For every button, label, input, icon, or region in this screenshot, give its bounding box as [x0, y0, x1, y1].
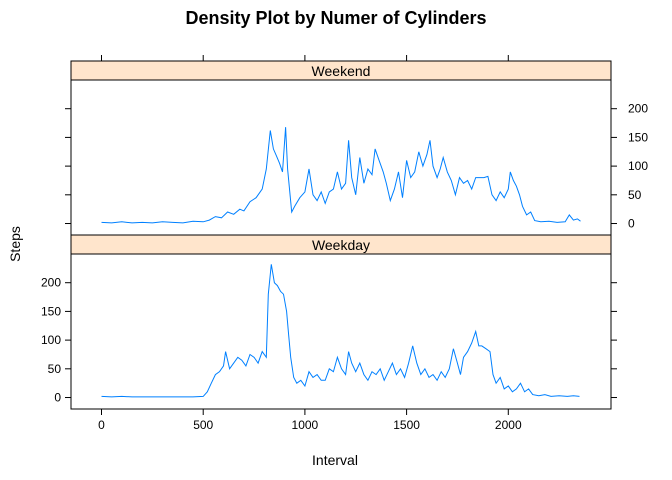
y-axis-label: Steps: [7, 226, 23, 262]
x-tick-label: 500: [193, 418, 213, 432]
x-axis-label: Interval: [312, 452, 358, 468]
y-tick-label-weekday: 100: [41, 333, 61, 347]
y-tick-label-weekday: 200: [41, 276, 61, 290]
strip-label-weekday: Weekday: [312, 237, 370, 253]
series-line-weekday: [101, 264, 580, 398]
y-tick-label-weekend: 200: [628, 102, 648, 116]
panel-weekday: Weekday: [70, 234, 612, 410]
y-tick-label-weekday: 50: [48, 362, 62, 376]
y-tick-label-weekend: 150: [628, 130, 648, 144]
strip-label-weekend: Weekend: [312, 63, 371, 79]
series-line-weekend: [101, 127, 581, 224]
y-tick-label-weekend: 100: [628, 159, 648, 173]
panel-frame-weekend: [70, 79, 612, 236]
y-tick-label-weekday: 0: [54, 391, 61, 405]
chart-title: Density Plot by Numer of Cylinders: [185, 8, 486, 28]
x-tick-label: 0: [98, 418, 105, 432]
x-tick-label: 2000: [495, 418, 522, 432]
y-tick-label-weekday: 150: [41, 304, 61, 318]
y-tick-label-weekend: 50: [628, 188, 642, 202]
axis-ticks: 0 500 1000 1500 2000 0 0 50 50 100 100 150 150 200 200: [41, 55, 648, 432]
y-tick-label-weekend: 0: [628, 217, 635, 231]
x-tick-label: 1500: [393, 418, 420, 432]
x-tick-label: 1000: [292, 418, 319, 432]
panel-weekend: Weekend: [70, 60, 612, 236]
panel-frame-weekday: [70, 253, 612, 410]
